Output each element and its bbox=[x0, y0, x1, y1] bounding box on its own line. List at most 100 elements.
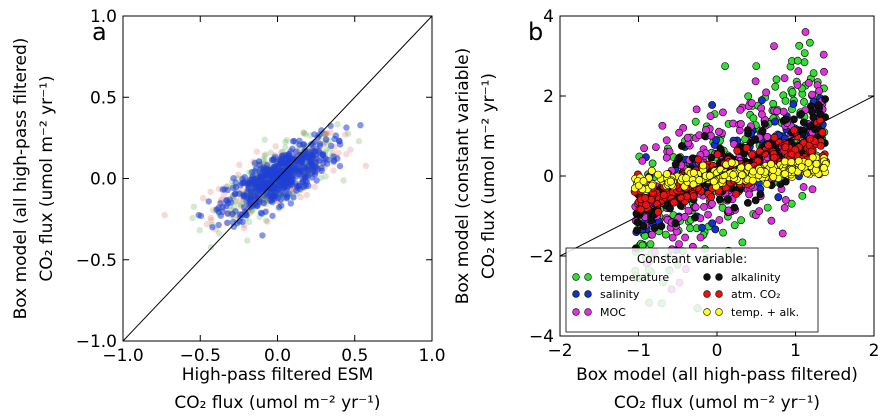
point bbox=[793, 81, 802, 89]
point bbox=[760, 120, 769, 128]
point bbox=[284, 152, 291, 160]
point bbox=[749, 114, 758, 123]
point bbox=[189, 214, 196, 222]
point bbox=[752, 62, 761, 70]
point bbox=[241, 179, 248, 186]
point bbox=[809, 69, 818, 77]
y-tick-label: 0 bbox=[543, 167, 554, 187]
point bbox=[757, 96, 766, 105]
y-tick-label: 0.5 bbox=[90, 88, 117, 108]
point bbox=[257, 209, 265, 217]
point bbox=[758, 110, 766, 119]
point bbox=[298, 151, 306, 159]
point bbox=[269, 212, 276, 220]
point bbox=[314, 134, 321, 141]
point bbox=[262, 217, 270, 224]
point bbox=[637, 205, 645, 214]
point bbox=[698, 223, 706, 232]
point bbox=[277, 161, 284, 168]
point bbox=[745, 190, 753, 199]
point bbox=[675, 240, 683, 248]
point bbox=[300, 141, 307, 148]
point bbox=[742, 144, 751, 152]
x-tick-label: 0 bbox=[712, 341, 723, 361]
point bbox=[223, 202, 230, 210]
y-tick-label: −2 bbox=[529, 247, 554, 267]
point bbox=[261, 136, 268, 143]
point bbox=[253, 202, 260, 209]
point bbox=[778, 229, 787, 238]
point bbox=[771, 82, 780, 91]
point bbox=[737, 216, 745, 225]
point bbox=[708, 219, 717, 228]
point bbox=[764, 141, 773, 150]
point bbox=[806, 134, 814, 143]
point bbox=[328, 142, 335, 149]
point bbox=[279, 182, 287, 189]
point bbox=[216, 230, 223, 237]
point bbox=[691, 203, 700, 212]
point bbox=[308, 174, 315, 181]
point bbox=[804, 158, 813, 167]
point bbox=[334, 121, 341, 128]
point bbox=[675, 153, 683, 162]
point bbox=[727, 158, 736, 167]
legend-title: Constant variable: bbox=[637, 252, 747, 266]
legend-marker bbox=[703, 290, 711, 298]
point bbox=[755, 207, 764, 215]
point bbox=[756, 190, 765, 198]
legend-box bbox=[565, 247, 819, 333]
point bbox=[236, 161, 243, 168]
point bbox=[771, 117, 779, 126]
point bbox=[654, 208, 662, 216]
plot-area-a bbox=[123, 16, 432, 341]
point bbox=[770, 153, 778, 162]
point bbox=[820, 163, 828, 172]
point bbox=[362, 162, 370, 169]
point bbox=[300, 129, 307, 137]
point bbox=[708, 101, 716, 109]
point bbox=[808, 107, 816, 116]
point bbox=[260, 172, 267, 179]
x-tick-label: 0.5 bbox=[341, 346, 368, 366]
panel-label: b bbox=[528, 18, 543, 46]
point bbox=[751, 196, 760, 205]
legend-marker bbox=[584, 290, 592, 298]
point bbox=[808, 185, 817, 194]
point bbox=[309, 159, 316, 166]
panel-a: −1.0 −0.5 0.0 0.5 1.0−1.0−0.50.00.51.0aHigh-… bbox=[11, 7, 446, 413]
point bbox=[779, 107, 788, 116]
point bbox=[781, 143, 790, 152]
one-to-one-line bbox=[560, 95, 874, 257]
point bbox=[733, 146, 742, 155]
x-tick-label: 0.0 bbox=[264, 346, 291, 366]
point bbox=[240, 193, 247, 200]
point bbox=[689, 168, 698, 177]
point bbox=[657, 222, 666, 231]
point bbox=[770, 133, 779, 142]
point bbox=[700, 202, 708, 211]
point bbox=[322, 131, 329, 138]
x-tick-label: −1 bbox=[626, 341, 651, 361]
point bbox=[747, 99, 756, 107]
point bbox=[658, 121, 667, 130]
point bbox=[763, 132, 772, 141]
point bbox=[816, 141, 825, 150]
point bbox=[648, 159, 657, 168]
point bbox=[302, 131, 309, 138]
point bbox=[782, 115, 790, 124]
point bbox=[283, 136, 290, 144]
point bbox=[681, 233, 689, 242]
point bbox=[230, 175, 237, 182]
point bbox=[781, 196, 790, 204]
point bbox=[763, 203, 772, 212]
point bbox=[691, 213, 699, 222]
point bbox=[800, 49, 809, 57]
point bbox=[343, 124, 350, 131]
point bbox=[262, 151, 269, 158]
point bbox=[273, 169, 280, 176]
point bbox=[215, 221, 222, 229]
x-tick-label: −2 bbox=[547, 341, 572, 361]
point bbox=[732, 190, 741, 198]
point bbox=[668, 233, 677, 242]
